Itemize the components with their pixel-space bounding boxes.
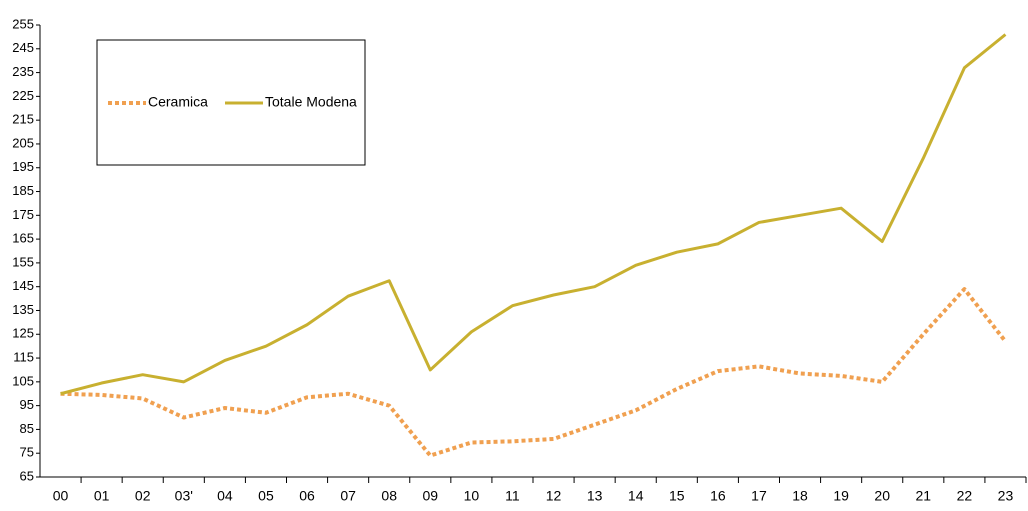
y-tick-label: 245 <box>12 40 34 55</box>
y-tick-label: 185 <box>12 183 34 198</box>
x-tick-label: 08 <box>381 488 397 504</box>
y-tick-label: 105 <box>12 373 34 388</box>
x-tick-label: 02 <box>135 488 151 504</box>
x-tick-label: 11 <box>505 488 520 504</box>
line-series <box>60 33 1007 396</box>
y-tick-label: 75 <box>20 445 34 460</box>
y-tick-label: 155 <box>12 254 34 269</box>
x-tick-label: 04 <box>217 488 233 504</box>
x-tick-label: 18 <box>792 488 808 504</box>
y-tick-label: 225 <box>12 88 34 103</box>
x-tick-label: 03' <box>175 488 193 504</box>
x-tick-label: 19 <box>833 488 849 504</box>
legend-label: Ceramica <box>148 94 208 110</box>
y-tick-label: 175 <box>12 207 34 222</box>
y-tick-label: 215 <box>12 112 34 127</box>
x-tick-label: 10 <box>464 488 480 504</box>
x-tick-label: 12 <box>546 488 562 504</box>
y-tick-label: 165 <box>12 231 34 246</box>
x-tick-label: 09 <box>423 488 439 504</box>
y-tick-label: 205 <box>12 135 34 150</box>
y-tick-label: 65 <box>20 468 34 483</box>
y-tick-label: 145 <box>12 278 34 293</box>
x-tick-label: 00 <box>53 488 69 504</box>
y-tick-label: 135 <box>12 302 34 317</box>
x-tick-label: 17 <box>751 488 767 504</box>
x-tick-label: 07 <box>340 488 356 504</box>
x-tick-label: 15 <box>669 488 685 504</box>
y-tick-label: 95 <box>20 397 34 412</box>
x-tick-label: 16 <box>710 488 726 504</box>
x-tick-label: 20 <box>874 488 890 504</box>
y-tick-label: 115 <box>13 349 34 364</box>
x-tick-label: 13 <box>587 488 603 504</box>
x-tick-label: 14 <box>628 488 644 504</box>
x-tick-label: 22 <box>957 488 973 504</box>
y-tick-label: 85 <box>20 421 34 436</box>
x-tick-label: 21 <box>916 488 932 504</box>
y-tick-label: 235 <box>12 64 34 79</box>
y-tick-label: 195 <box>12 159 34 174</box>
x-tick-label: 06 <box>299 488 315 504</box>
x-tick-label: 05 <box>258 488 274 504</box>
x-tick-label: 01 <box>94 488 110 504</box>
x-tick-label: 23 <box>998 488 1014 504</box>
line-series <box>60 287 1008 458</box>
y-tick-label: 125 <box>12 326 34 341</box>
legend-label: Totale Modena <box>265 94 357 110</box>
y-tick-label: 255 <box>12 16 34 31</box>
